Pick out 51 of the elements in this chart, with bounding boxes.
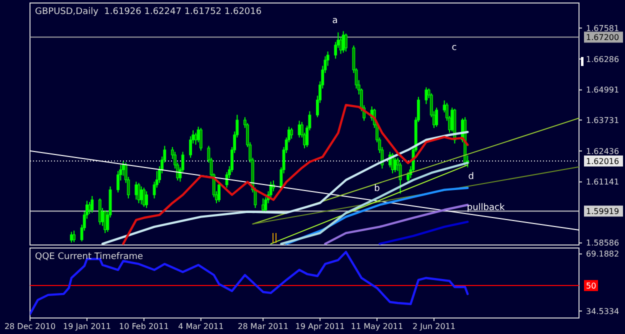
y-tick-label: 1.64991 [586,86,620,95]
chart-title: QQE Current Timeframe [35,252,144,262]
candlestick [435,107,438,128]
candlestick [342,30,345,54]
line-series [101,130,469,245]
candlestick [145,190,148,208]
ref-line-label: 1.59919 [586,206,620,216]
candlestick [199,127,202,152]
text: GBPUSD,Daily 1.61926 1.62247 1.61752 1.62016 [35,7,262,17]
candlestick [218,182,221,202]
x-tick-label: 4 Mar 2011 [178,322,224,331]
candlestick [137,182,140,204]
annotation: a [332,16,338,26]
x-tick-label: 28 Dec 2010 [4,322,56,331]
y-tick-label: 1.66286 [586,54,620,64]
line-series [122,104,469,245]
candlestick [344,33,348,52]
candlestick [398,162,402,194]
candlestick [122,160,125,176]
y-tick-label: 1.58586 [586,238,620,248]
x-tick-label: 28 Mar 2011 [238,322,288,331]
annotation: pullback [466,202,506,213]
candlestick [134,181,138,200]
ref-line-label: 50 [586,281,596,290]
y-tick-label: 1.67581 [586,24,620,33]
candlestick [394,157,397,173]
x-tick-label: 2 Jun 2011 [412,322,456,331]
x-tick-label: 10 Feb 2011 [119,322,169,331]
line-series [30,250,469,316]
candlestick [98,198,102,226]
x-tick-label: 19 Apr 2011 [295,322,345,331]
candlestick [90,196,94,214]
candlestick [142,187,146,208]
ref-line-label: 1.67200 [586,32,620,42]
y-tick-label: 69.1882 [586,250,620,259]
y-tick-label: 34.5334 [586,306,620,316]
candlestick [424,86,428,105]
candlestick [72,230,76,243]
x-tick-label: 11 May 2011 [350,322,404,331]
y-tick-label: 1.61141 [586,178,620,187]
y-tick-label: 1.62436 [586,146,620,156]
annotation: b [374,184,380,194]
x-tick-label: 19 Jan 2011 [62,322,111,331]
candlestick [194,132,198,146]
annotation: c [452,43,457,54]
line-series [324,204,469,245]
candlestick [290,127,294,140]
ref-line-label: 1.62016 [586,156,620,166]
line-series [378,220,469,245]
annotation: d [468,172,474,182]
y-tick-label: 1.63731 [586,116,620,125]
